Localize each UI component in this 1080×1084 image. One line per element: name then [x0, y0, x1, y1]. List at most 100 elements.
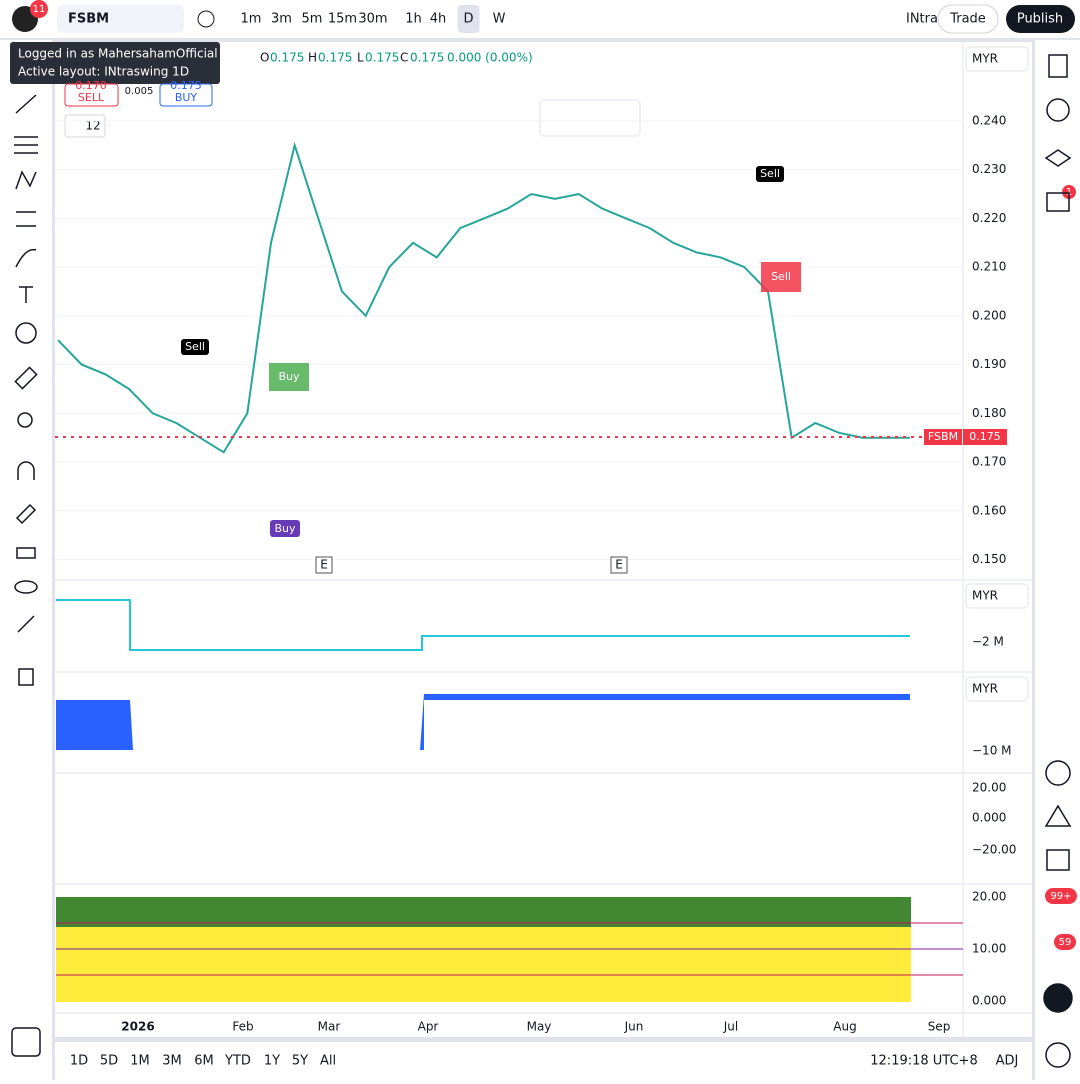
- currency-label: MYR: [972, 52, 998, 66]
- pane-scale-label: −2 M: [972, 635, 1004, 649]
- time-label: May: [527, 1020, 552, 1034]
- floating-toolbar[interactable]: [539, 99, 641, 137]
- value: 0.175: [365, 51, 399, 65]
- range[interactable]: 1M: [130, 1054, 150, 1069]
- price-label-box: [963, 429, 1007, 445]
- pane-scale-label: 20.00: [972, 890, 1006, 904]
- interval[interactable]: 30m: [358, 12, 387, 27]
- time-label: Feb: [232, 1020, 253, 1034]
- interval[interactable]: 1h: [405, 12, 422, 27]
- buy-price: 0.175: [170, 79, 202, 92]
- earnings: E: [615, 558, 623, 572]
- y-tick-label: 0.160: [972, 503, 1006, 517]
- time-label: Jul: [723, 1020, 738, 1034]
- adjustment[interactable]: ADJ: [996, 1054, 1019, 1069]
- earnings-marker[interactable]: [610, 556, 628, 574]
- range[interactable]: 1Y: [264, 1054, 280, 1069]
- value: 0.175: [270, 51, 304, 65]
- time-label: Jun: [624, 1020, 644, 1034]
- notification-count: 11: [33, 4, 46, 15]
- range[interactable]: 3M: [162, 1054, 182, 1069]
- pane-scale-label: −20.00: [972, 843, 1016, 857]
- sell-button[interactable]: [64, 83, 119, 107]
- badge: [1054, 934, 1076, 950]
- add-symbol[interactable]: [197, 10, 215, 28]
- pane2-area: [56, 694, 910, 750]
- interval[interactable]: 1m: [241, 12, 262, 27]
- signal: Sell: [771, 270, 791, 283]
- range[interactable]: 5Y: [292, 1054, 308, 1069]
- ideas-badge: 99+: [1050, 891, 1071, 902]
- price-label-symbol: FSBM: [928, 430, 958, 443]
- price-label-box: [924, 429, 962, 445]
- time-label: Mar: [318, 1020, 341, 1034]
- interval[interactable]: 5m: [302, 12, 323, 27]
- trade-button[interactable]: [937, 4, 999, 34]
- price-label-value: 0.175: [969, 430, 1001, 443]
- tooltip-line: Active layout: INtraswing 1D: [18, 65, 189, 79]
- date-ranges: 1D 5D 1M 3M 6M YTD 1Y 5Y All: [70, 1054, 336, 1069]
- interval[interactable]: 3m: [271, 12, 292, 27]
- range[interactable]: All: [320, 1054, 336, 1069]
- symbol: FSBM: [68, 12, 109, 27]
- earnings-marker[interactable]: [315, 556, 333, 574]
- signal: Sell: [760, 167, 780, 180]
- intervals: 1m 3m 5m 15m 30m 1h 4h D W: [241, 5, 506, 33]
- bottom-bar: [55, 1042, 1032, 1080]
- badge: [1062, 185, 1076, 199]
- pane-scale-label: 10.00: [972, 942, 1006, 956]
- currency[interactable]: [965, 583, 1029, 609]
- spread: 0.005: [125, 86, 154, 97]
- y-tick-label: 0.210: [972, 260, 1006, 274]
- range[interactable]: YTD: [224, 1054, 251, 1069]
- indicator-count: 12: [85, 119, 100, 133]
- signal-box: [269, 363, 309, 391]
- label: O: [260, 51, 269, 65]
- range[interactable]: 6M: [194, 1054, 214, 1069]
- currency[interactable]: [965, 676, 1029, 702]
- value: 0.175: [318, 51, 352, 65]
- time-label: Apr: [418, 1020, 439, 1034]
- interval[interactable]: 15m: [328, 12, 357, 27]
- signal: Buy: [278, 370, 300, 383]
- pane-separators: [55, 42, 1032, 1037]
- y-tick-label: 0.180: [972, 406, 1006, 420]
- alerts-badge: 59: [1059, 937, 1072, 948]
- y-tick-label: 0.230: [972, 162, 1006, 176]
- y-tick-label: 0.220: [972, 211, 1006, 225]
- range[interactable]: 5D: [100, 1054, 118, 1069]
- layout-name[interactable]: INtra: [906, 12, 938, 27]
- interval[interactable]: 4h: [430, 12, 447, 27]
- tooltip: [10, 42, 220, 84]
- tooltip-line: Logged in as MahersahamOfficial: [18, 47, 218, 61]
- signal-box: [756, 166, 784, 182]
- pane1-line: [56, 599, 910, 651]
- pane-scale-label: −10 M: [972, 744, 1012, 758]
- badge: [1045, 888, 1077, 904]
- sell-price: 0.170: [75, 79, 107, 92]
- buy-button[interactable]: [159, 83, 213, 107]
- y-tick-label: 0.150: [972, 552, 1006, 566]
- range[interactable]: 1D: [70, 1054, 88, 1069]
- pane-scale-label: 0.000: [972, 994, 1006, 1008]
- pane-scale-label: 20.00: [972, 781, 1006, 795]
- signal: Sell: [185, 340, 205, 353]
- signal-box: [181, 339, 209, 355]
- y-tick-label: 0.200: [972, 308, 1006, 322]
- currency[interactable]: [965, 46, 1029, 72]
- clock: 12:19:18 UTC+8: [870, 1054, 977, 1069]
- pane-scales: −2 M −10 M 20.00 0.000 −20.00 20.00 10.00 0.000: [972, 635, 1016, 1008]
- trade: Trade: [949, 12, 986, 27]
- symbol-search[interactable]: [57, 5, 184, 33]
- y-tick-label: 0.240: [972, 113, 1006, 127]
- sidebar-icons: [1043, 54, 1073, 1068]
- publish-button[interactable]: [1006, 5, 1075, 33]
- interval[interactable]: W: [493, 12, 506, 27]
- time-label: Aug: [833, 1020, 856, 1034]
- label: H: [308, 51, 317, 65]
- publish: Publish: [1017, 12, 1063, 27]
- pane4-band: [56, 897, 911, 927]
- interval[interactable]: D: [463, 12, 473, 27]
- chart-area: [55, 42, 1032, 1037]
